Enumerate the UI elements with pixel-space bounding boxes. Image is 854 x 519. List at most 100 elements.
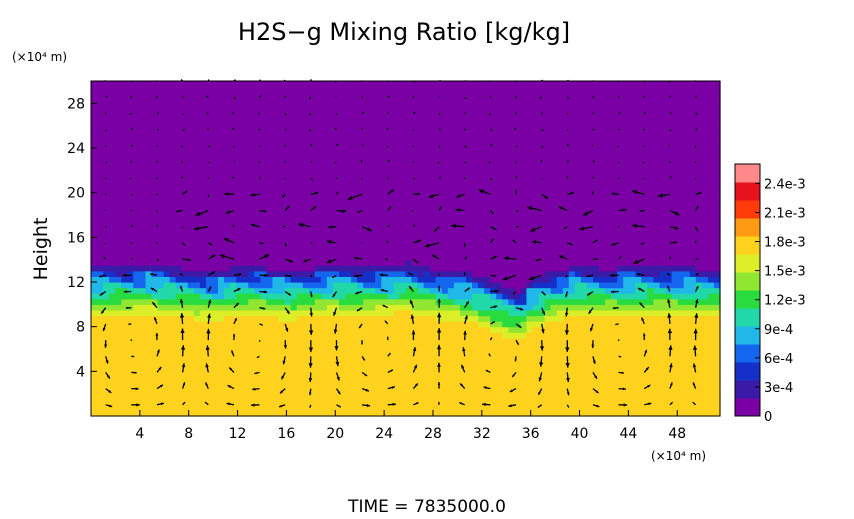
field-cell: [127, 103, 134, 110]
field-cell: [484, 103, 491, 110]
field-cell: [544, 343, 552, 350]
field-cell: [562, 86, 570, 93]
field-cell: [248, 120, 255, 127]
field-cell: [411, 242, 419, 250]
field-cell: [230, 170, 237, 177]
field-cell: [205, 170, 213, 177]
field-cell: [187, 410, 195, 417]
field-cell: [411, 332, 419, 339]
field-cell: [568, 287, 576, 294]
field-cell: [429, 215, 437, 222]
field-cell: [574, 270, 582, 278]
field-cell: [387, 108, 395, 116]
field-cell: [254, 164, 261, 171]
field-cell: [441, 259, 449, 266]
field-cell: [296, 108, 304, 116]
field-cell: [248, 114, 255, 121]
field-cell: [230, 410, 237, 417]
field-cell: [175, 209, 183, 216]
field-cell: [211, 276, 219, 283]
field-cell: [260, 326, 267, 333]
field-cell: [496, 282, 503, 289]
field-cell: [532, 209, 540, 216]
field-cell: [314, 315, 322, 322]
field-cell: [109, 393, 116, 400]
field-cell: [139, 270, 147, 278]
field-cell: [423, 276, 431, 283]
field-cell: [490, 192, 497, 199]
field-cell: [459, 343, 467, 350]
field-cell: [248, 209, 255, 216]
field-cell: [266, 103, 274, 110]
field-cell: [266, 198, 274, 205]
field-cell: [296, 181, 304, 188]
field-cell: [574, 242, 582, 250]
field-cell: [211, 209, 219, 216]
field-cell: [133, 120, 140, 127]
field-cell: [278, 360, 286, 367]
field-cell: [326, 148, 334, 155]
field-cell: [199, 376, 207, 384]
field-cell: [224, 376, 231, 384]
field-cell: [568, 382, 576, 389]
field-cell: [109, 175, 116, 183]
field-cell: [417, 399, 425, 406]
field-cell: [441, 226, 449, 233]
field-cell: [526, 326, 534, 333]
field-cell: [556, 242, 564, 250]
field-cell: [429, 198, 437, 205]
field-cell: [157, 270, 165, 278]
field-cell: [502, 125, 509, 132]
field-cell: [574, 337, 582, 345]
field-cell: [248, 187, 255, 194]
field-cell: [211, 153, 219, 160]
field-cell: [417, 170, 425, 177]
field-cell: [278, 371, 286, 378]
field-cell: [260, 354, 267, 361]
field-cell: [236, 304, 243, 311]
field-cell: [326, 371, 334, 378]
field-cell: [417, 131, 425, 138]
field-cell: [290, 125, 298, 132]
field-cell: [508, 81, 515, 88]
field-cell: [236, 114, 243, 121]
field-cell: [514, 148, 522, 155]
field-cell: [205, 86, 213, 93]
field-cell: [254, 265, 261, 272]
field-cell: [205, 181, 213, 188]
field-cell: [399, 259, 407, 266]
field-cell: [423, 108, 431, 116]
field-cell: [320, 399, 328, 406]
field-cell: [230, 254, 237, 261]
field-cell: [544, 382, 552, 389]
field-cell: [169, 86, 177, 93]
field-cell: [145, 237, 153, 244]
field-cell: [332, 388, 340, 395]
field-cell: [544, 203, 552, 211]
field-cell: [302, 215, 310, 222]
field-cell: [453, 388, 461, 395]
field-cell: [121, 148, 128, 155]
field-cell: [496, 354, 503, 361]
field-cell: [278, 404, 286, 412]
field-cell: [205, 136, 213, 144]
field-cell: [205, 215, 213, 222]
field-cell: [163, 282, 171, 289]
field-cell: [556, 399, 564, 406]
field-cell: [145, 170, 153, 177]
field-cell: [381, 237, 388, 244]
field-cell: [211, 203, 219, 211]
field-cell: [472, 259, 479, 266]
field-cell: [314, 248, 322, 255]
field-cell: [145, 337, 153, 345]
field-cell: [109, 270, 116, 278]
field-cell: [163, 181, 171, 188]
field-cell: [163, 410, 171, 417]
field-cell: [532, 81, 540, 88]
field-cell: [447, 226, 455, 233]
field-cell: [562, 181, 570, 188]
field-cell: [248, 136, 255, 144]
field-cell: [484, 148, 491, 155]
field-cell: [284, 198, 292, 205]
field-cell: [133, 242, 140, 250]
